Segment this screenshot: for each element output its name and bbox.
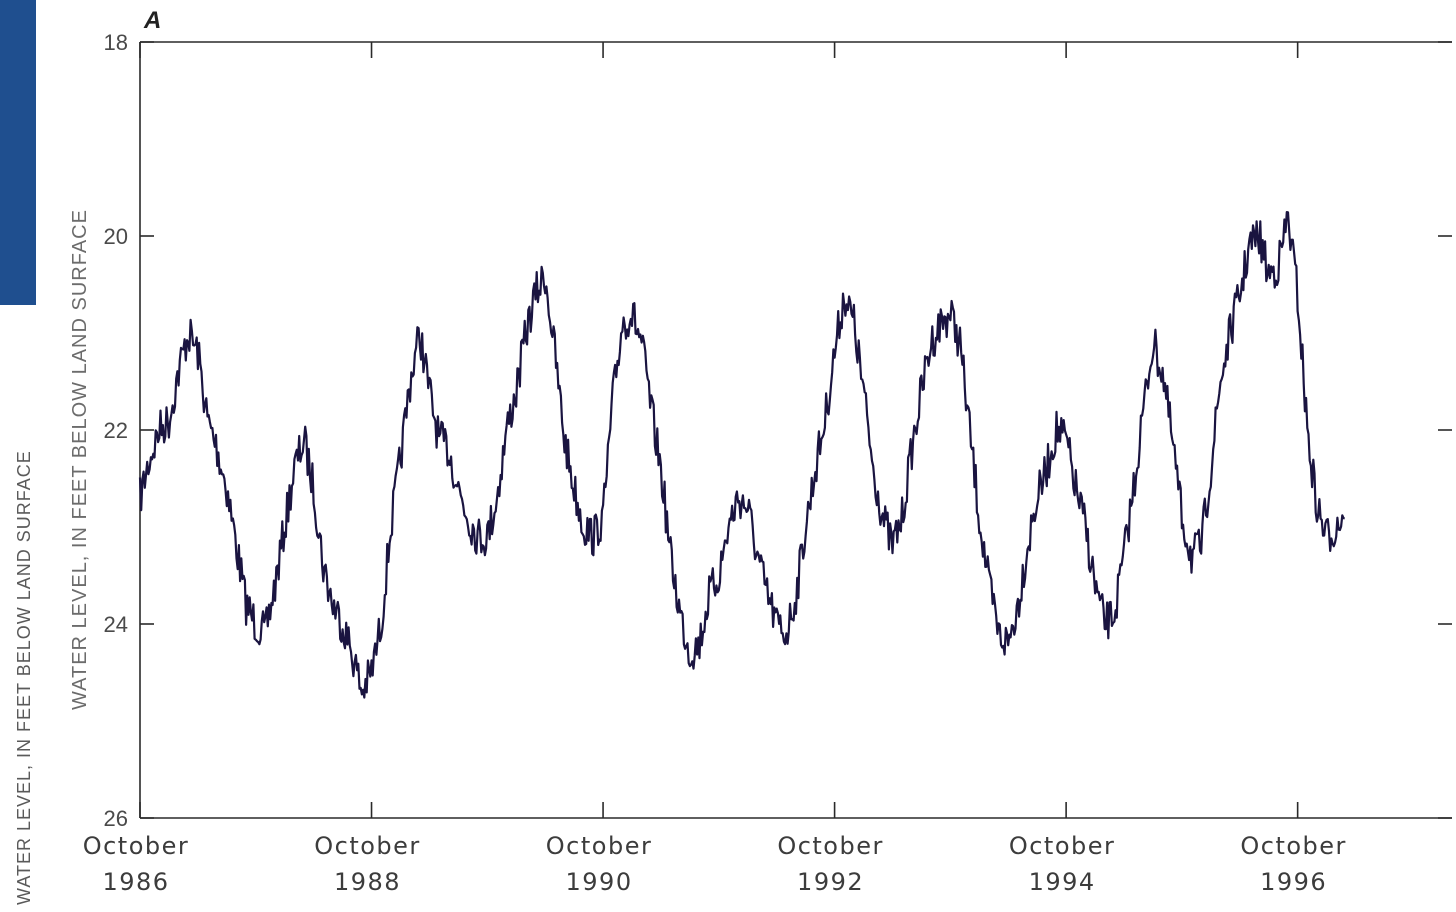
panel-label: A <box>143 7 161 34</box>
x-tick-label-year: 1986 <box>102 868 169 896</box>
x-tick-label-year: 1994 <box>1029 868 1096 896</box>
y-tick-label: 24 <box>104 612 128 637</box>
y-axis-title: WATER LEVEL, IN FEET BELOW LAND SURFACE <box>69 209 91 710</box>
x-tick-label-year: 1988 <box>334 868 401 896</box>
y-axis-title-outer: WATER LEVEL, IN FEET BELOW LAND SURFACE <box>14 450 34 905</box>
x-tick-label-month: October <box>546 832 653 860</box>
y-tick-label: 22 <box>104 418 128 443</box>
blue-strip <box>0 0 36 305</box>
plot-frame <box>139 41 1452 819</box>
x-tick-label-month: October <box>777 832 884 860</box>
y-tick-label: 20 <box>104 224 128 249</box>
y-tick-label: 26 <box>104 806 128 831</box>
x-tick-label-year: 1990 <box>566 868 633 896</box>
y-ticks: 18 20 22 24 26 <box>104 30 1452 831</box>
x-ticks: October 1986 October 1988 October 1990 October… <box>83 42 1347 896</box>
x-tick-label-month: October <box>83 832 190 860</box>
x-tick-label-month: October <box>1009 832 1116 860</box>
x-tick-label-month: October <box>1240 832 1347 860</box>
water-level-line <box>138 211 1345 699</box>
x-tick-label-year: 1996 <box>1260 868 1327 896</box>
x-tick-label-month: October <box>314 832 421 860</box>
y-tick-label: 18 <box>104 30 128 55</box>
x-tick-label-year: 1992 <box>797 868 864 896</box>
